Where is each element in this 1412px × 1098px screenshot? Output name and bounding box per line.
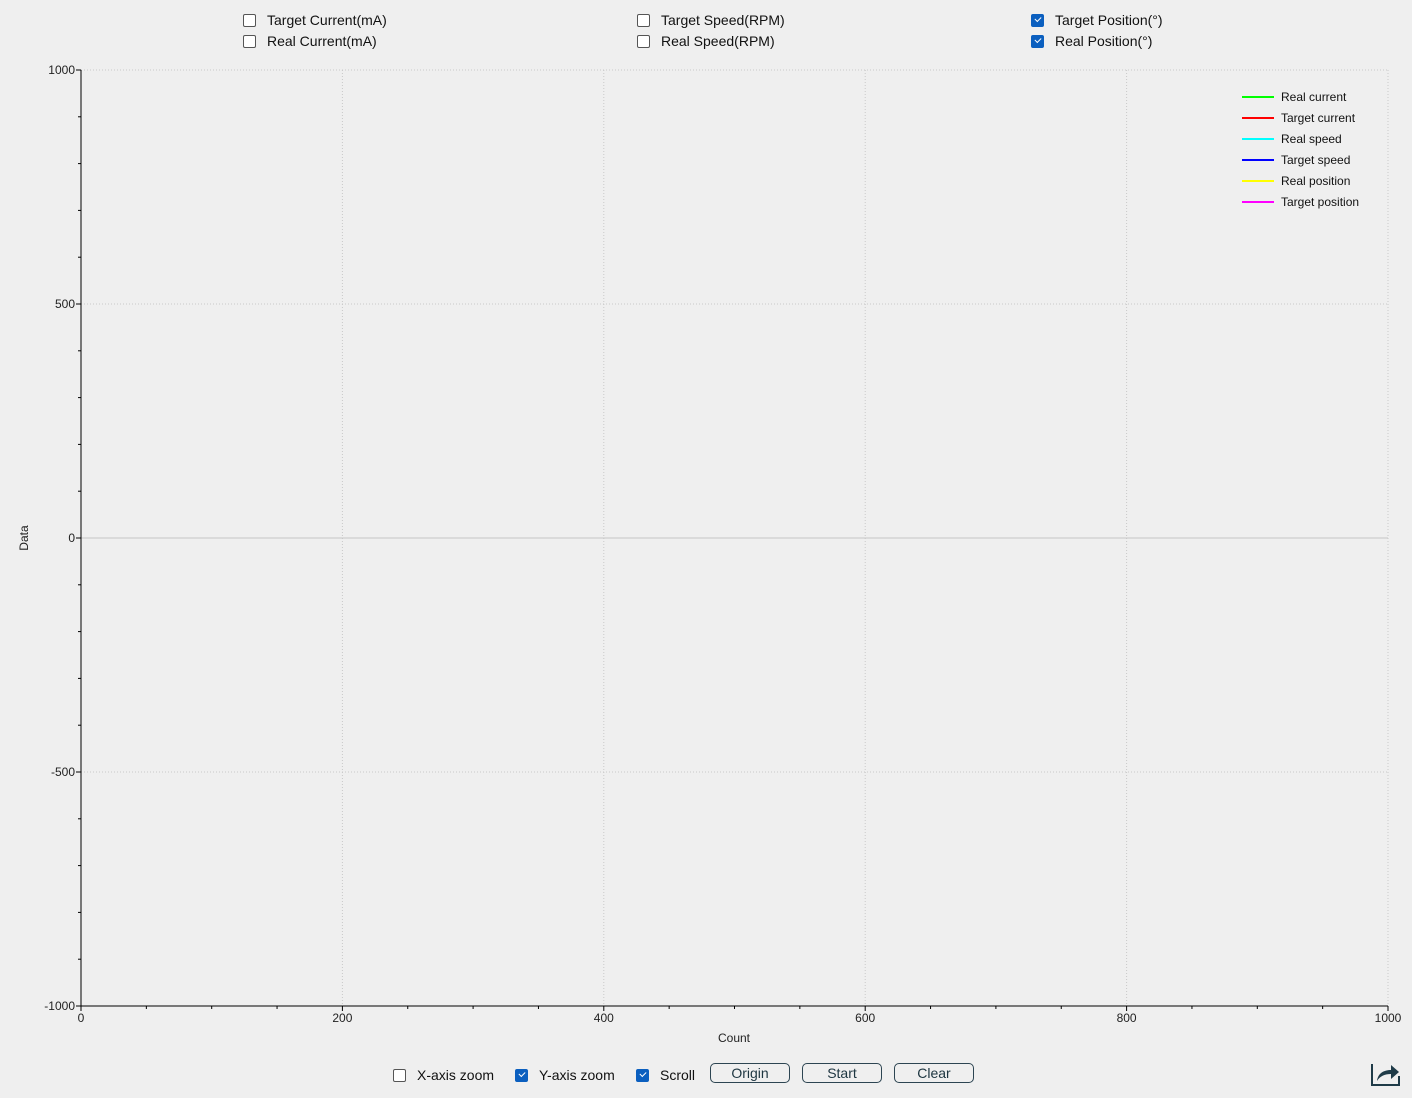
- checkbox-box[interactable]: [243, 34, 256, 48]
- y-tick-label: -1000: [44, 999, 75, 1013]
- legend-entry: Target speed: [1281, 153, 1350, 167]
- series-toggle-checkbox[interactable]: Real Current(mA): [243, 33, 377, 49]
- y-axis-label: Data: [17, 525, 31, 551]
- clear-button[interactable]: Clear: [894, 1063, 974, 1083]
- checkbox-box[interactable]: [1031, 34, 1044, 48]
- x-axis-zoom-label: X-axis zoom: [417, 1067, 495, 1083]
- series-toggle-checkbox[interactable]: Real Speed(RPM): [637, 33, 775, 49]
- scroll-checkbox[interactable]: Scroll: [636, 1067, 695, 1083]
- y-tick-label: -500: [51, 765, 75, 779]
- checkbox-box[interactable]: [637, 34, 650, 48]
- x-tick-label: 1000: [1375, 1011, 1402, 1025]
- y-tick-label: 0: [68, 531, 75, 545]
- legend-entry: Target position: [1281, 195, 1359, 209]
- legend-entry: Target current: [1281, 111, 1356, 125]
- y-axis-zoom-checkbox[interactable]: Y-axis zoom: [515, 1067, 615, 1083]
- checkbox-label: Real Current(mA): [267, 33, 377, 49]
- series-toggle-checkbox[interactable]: Target Speed(RPM): [637, 12, 785, 28]
- checkbox-label: Target Position(°): [1055, 12, 1163, 28]
- series-toggle-checkbox[interactable]: Real Position(°): [1031, 33, 1152, 49]
- x-axis-zoom-box[interactable]: [393, 1068, 406, 1082]
- x-axis-label: Count: [718, 1031, 751, 1045]
- checkbox-label: Real Speed(RPM): [661, 33, 775, 49]
- y-tick-label: 1000: [48, 63, 75, 77]
- checkbox-label: Target Current(mA): [267, 12, 387, 28]
- export-share-icon[interactable]: [1369, 1060, 1401, 1088]
- start-button[interactable]: Start: [802, 1063, 882, 1083]
- origin-button[interactable]: Origin: [710, 1063, 790, 1083]
- checkbox-label: Target Speed(RPM): [661, 12, 785, 28]
- x-tick-label: 600: [855, 1011, 875, 1025]
- y-tick-label: 500: [55, 297, 75, 311]
- checkbox-box[interactable]: [243, 13, 256, 27]
- x-tick-label: 0: [78, 1011, 85, 1025]
- checkbox-box[interactable]: [1031, 13, 1044, 27]
- x-tick-label: 200: [332, 1011, 352, 1025]
- x-tick-label: 400: [594, 1011, 614, 1025]
- series-toggle-checkbox[interactable]: Target Position(°): [1031, 12, 1163, 28]
- legend-entry: Real current: [1281, 90, 1347, 104]
- legend-entry: Real position: [1281, 174, 1350, 188]
- x-axis-zoom-checkbox[interactable]: X-axis zoom: [393, 1067, 494, 1083]
- series-toggle-checkbox[interactable]: Target Current(mA): [243, 12, 387, 28]
- y-axis-zoom-label: Y-axis zoom: [539, 1067, 615, 1083]
- checkbox-box[interactable]: [637, 13, 650, 27]
- y-axis-zoom-box[interactable]: [515, 1068, 528, 1082]
- scroll-box[interactable]: [636, 1068, 649, 1082]
- scroll-label: Scroll: [660, 1067, 696, 1083]
- checkbox-label: Real Position(°): [1055, 33, 1153, 49]
- x-tick-label: 800: [1117, 1011, 1137, 1025]
- legend-entry: Real speed: [1281, 132, 1342, 146]
